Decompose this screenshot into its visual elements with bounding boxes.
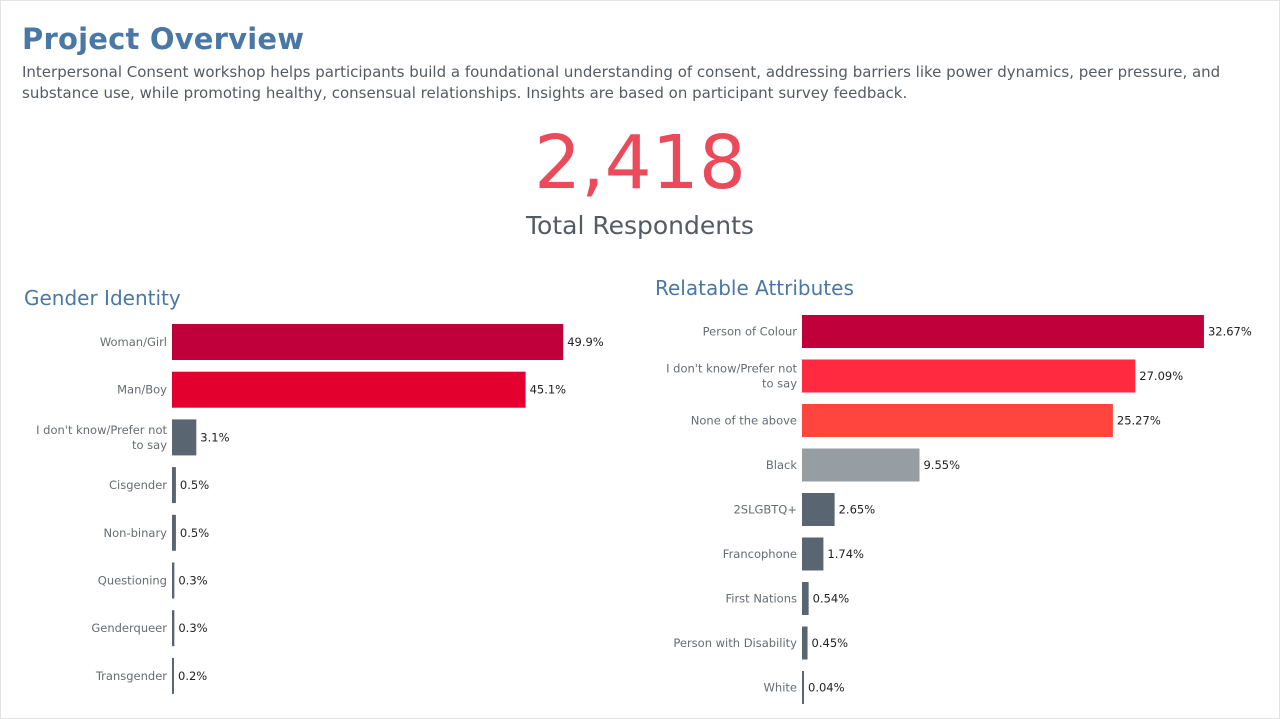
value-label-i-don-t-know-prefer-not-to-say: 27.09% — [1139, 369, 1183, 383]
bar-non-binary[interactable] — [172, 514, 176, 551]
bar-first-nations[interactable] — [802, 582, 809, 615]
bar-woman-girl[interactable] — [172, 324, 564, 360]
category-label-white: White — [764, 681, 797, 695]
gender-identity-title: Gender Identity — [24, 286, 181, 310]
value-label-person-of-colour: 32.67% — [1208, 325, 1252, 339]
total-respondents-value: 2,418 — [534, 120, 746, 206]
category-label-first-nations: First Nations — [725, 592, 797, 606]
category-label-i-don-t-know-prefer-not-to-say-line-2: to say — [762, 377, 797, 391]
value-label-francophone: 1.74% — [827, 547, 864, 561]
value-label-man-boy: 45.1% — [530, 383, 567, 397]
bar-person-of-colour[interactable] — [802, 315, 1204, 348]
bar-2slgbtq[interactable] — [802, 493, 835, 526]
value-label-woman-girl: 49.9% — [567, 335, 604, 349]
category-label-man-boy: Man/Boy — [117, 383, 167, 397]
bar-genderqueer[interactable] — [172, 610, 175, 647]
bar-questioning[interactable] — [172, 562, 175, 599]
category-label-person-with-disability: Person with Disability — [673, 636, 797, 650]
page-description: Interpersonal Consent workshop helps par… — [22, 63, 1221, 102]
category-label-none-of-the-above: None of the above — [691, 414, 797, 428]
category-label-person-of-colour: Person of Colour — [703, 325, 798, 339]
category-label-woman-girl: Woman/Girl — [100, 335, 167, 349]
relatable-attributes-title: Relatable Attributes — [655, 276, 854, 300]
value-label-none-of-the-above: 25.27% — [1117, 414, 1161, 428]
category-label-black: Black — [766, 458, 797, 472]
category-label-i-don-t-know-prefer-not-to-say-line-2: to say — [132, 438, 167, 452]
bar-white[interactable] — [802, 671, 804, 704]
bar-i-don-t-know-prefer-not-to-say[interactable] — [172, 419, 197, 456]
bar-man-boy[interactable] — [172, 371, 526, 408]
category-label-i-don-t-know-prefer-not-to-say-line-1: I don't know/Prefer not — [36, 423, 167, 437]
category-label-non-binary: Non-binary — [104, 526, 168, 540]
value-label-genderqueer: 0.3% — [178, 621, 207, 635]
value-label-2slgbtq: 2.65% — [839, 503, 876, 517]
total-respondents-label: Total Respondents — [526, 211, 754, 240]
category-label-transgender: Transgender — [95, 669, 167, 683]
page-title: Project Overview — [22, 22, 305, 56]
category-label-francophone: Francophone — [723, 547, 797, 561]
category-label-genderqueer: Genderqueer — [91, 621, 167, 635]
value-label-first-nations: 0.54% — [813, 592, 850, 606]
bar-person-with-disability[interactable] — [802, 626, 808, 660]
value-label-i-don-t-know-prefer-not-to-say: 3.1% — [200, 430, 229, 444]
value-label-non-binary: 0.5% — [180, 526, 209, 540]
bar-none-of-the-above[interactable] — [802, 404, 1113, 437]
category-label-questioning: Questioning — [98, 574, 167, 588]
category-label-i-don-t-know-prefer-not-to-say-line-1: I don't know/Prefer not — [666, 362, 797, 376]
bar-cisgender[interactable] — [172, 467, 176, 504]
value-label-person-with-disability: 0.45% — [812, 636, 849, 650]
category-label-cisgender: Cisgender — [109, 478, 167, 492]
category-label-2slgbtq: 2SLGBTQ+ — [733, 503, 797, 517]
bar-i-don-t-know-prefer-not-to-say[interactable] — [802, 359, 1136, 393]
bar-black[interactable] — [802, 448, 920, 482]
value-label-black: 9.55% — [923, 458, 960, 472]
bar-transgender[interactable] — [172, 657, 174, 694]
value-label-questioning: 0.3% — [178, 574, 207, 588]
value-label-transgender: 0.2% — [178, 669, 207, 683]
bar-francophone[interactable] — [802, 537, 824, 571]
value-label-white: 0.04% — [808, 681, 845, 695]
value-label-cisgender: 0.5% — [180, 478, 209, 492]
